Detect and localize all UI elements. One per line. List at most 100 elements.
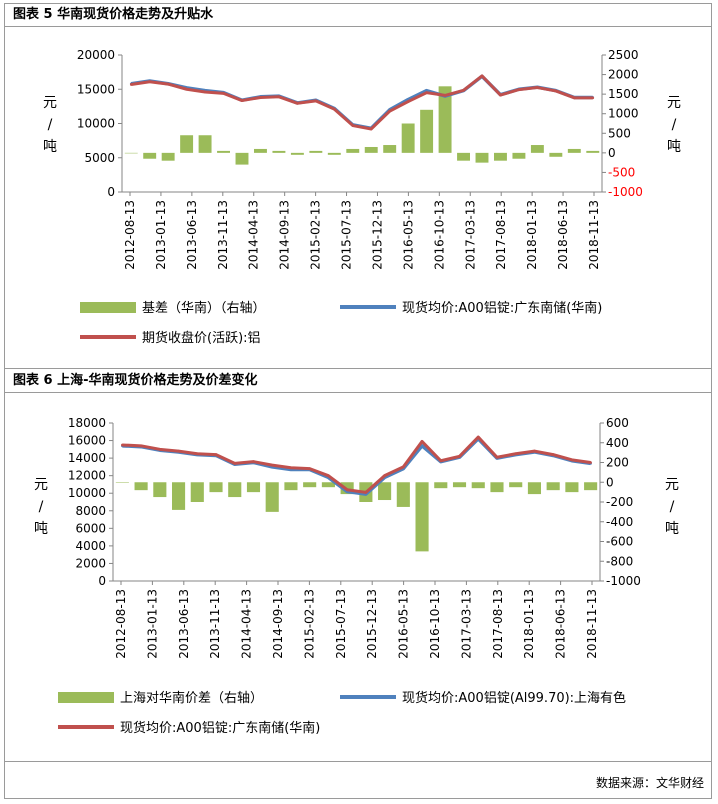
- basis-bar: [209, 482, 223, 493]
- x-axis-tick-label: 2016-10-13: [432, 200, 446, 270]
- left-axis-tick-label: 8000: [75, 504, 106, 518]
- basis-bar: [457, 152, 470, 161]
- left-axis-tick-label: 15000: [77, 82, 115, 96]
- x-axis-tick-label: 2017-08-13: [491, 589, 505, 659]
- x-axis-tick-label: 2015-12-13: [365, 589, 379, 659]
- series-point: [462, 88, 465, 92]
- series-point: [185, 87, 188, 91]
- left-axis-tick-label: 5000: [84, 151, 115, 165]
- series-point: [439, 459, 443, 463]
- right-axis-tick-label: -600: [606, 535, 633, 549]
- x-axis-tick-label: 2018-11-13: [585, 589, 599, 659]
- series-point: [476, 435, 480, 439]
- right-axis-tick-label: 200: [606, 456, 629, 470]
- series-point: [129, 83, 133, 86]
- basis-bar: [346, 148, 360, 153]
- figure-5-title: 图表 5 华南现货价格走势及升贴水: [5, 3, 711, 27]
- series-point: [222, 92, 225, 95]
- source-divider: [5, 761, 711, 762]
- series-point: [533, 449, 536, 453]
- section-divider: [5, 368, 711, 369]
- series-point: [554, 89, 558, 93]
- basis-bar: [217, 150, 230, 153]
- series-point: [369, 127, 373, 131]
- right-axis-tick-label: -1000: [606, 574, 641, 588]
- right-axis-tick-label: -800: [606, 554, 633, 568]
- legend-entry-label: 基差（华南）（右轴）: [142, 300, 266, 316]
- chart-shanghai-huanan-spread: 0200040006000800010000120001400016000180…: [34, 416, 679, 736]
- right-axis-unit-label: /: [672, 117, 677, 133]
- basis-bar: [584, 482, 598, 491]
- basis-bar: [134, 482, 148, 491]
- series-point: [364, 491, 368, 494]
- series-point: [591, 96, 595, 100]
- x-axis-tick-label: 2015-02-13: [309, 200, 323, 270]
- right-axis-unit-label: 吨: [667, 139, 681, 155]
- basis-bar: [512, 152, 526, 159]
- left-axis-tick-label: 16000: [68, 434, 106, 448]
- legend-entry-label: 现货均价:A00铝锭:广东南储(华南): [120, 720, 320, 736]
- basis-bar: [153, 482, 167, 498]
- series-point: [517, 88, 521, 91]
- x-axis-tick-label: 2015-07-13: [340, 200, 354, 270]
- series-point: [495, 455, 499, 459]
- right-axis-tick-label: 1000: [608, 107, 639, 121]
- right-axis-tick-label: -500: [608, 165, 635, 179]
- chart-huanan-spot-basis: 0 5000 10000 15000 20000 -1000 -500 0 500 1000 150…: [43, 48, 681, 346]
- basis-bar: [527, 482, 541, 495]
- basis-bar: [378, 482, 392, 501]
- series-point: [314, 99, 318, 103]
- series-point: [402, 465, 405, 469]
- right-axis-tick-label: 2500: [608, 48, 639, 62]
- right-axis-tick-label: 600: [606, 416, 629, 430]
- x-axis-tick-label: 2018-01-13: [522, 589, 536, 659]
- basis-bar: [567, 148, 581, 153]
- basis-bar: [494, 152, 507, 161]
- x-axis-tick-label: 2016-05-13: [401, 200, 415, 270]
- series-point: [277, 95, 281, 99]
- series-point: [259, 96, 262, 99]
- x-axis-tick-label: 2018-01-13: [525, 200, 539, 270]
- basis-bar: [124, 152, 138, 154]
- series-point: [420, 440, 424, 443]
- series-point: [499, 93, 502, 97]
- basis-bar: [383, 145, 397, 153]
- right-axis-tick-label: -200: [606, 495, 633, 509]
- x-axis-tick-label: 2013-06-13: [177, 589, 191, 659]
- right-axis-tick-label: -400: [606, 515, 633, 529]
- x-axis-tick-label: 2012-08-13: [123, 200, 137, 270]
- right-axis-unit-label: 元: [667, 95, 681, 111]
- basis-bar: [180, 135, 194, 153]
- left-axis-tick-label: 0: [107, 185, 115, 199]
- basis-bar: [290, 152, 304, 155]
- x-axis-tick-label: 2015-07-13: [334, 589, 348, 659]
- series-line-red: [122, 435, 591, 494]
- legend-entry-label: 现货均价:A00铝锭(Al99.70):上海有色: [402, 690, 626, 706]
- right-axis-tick-label: 400: [606, 436, 629, 450]
- basis-bar: [254, 148, 267, 153]
- x-axis-tick-label: 2018-11-13: [587, 200, 601, 270]
- right-axis-unit-label: /: [670, 499, 675, 515]
- basis-bar: [115, 482, 129, 483]
- left-axis-unit-label: /: [39, 499, 44, 515]
- legend-entry-label: 上海对华南价差（右轴）: [120, 690, 263, 706]
- series-point: [270, 463, 274, 467]
- series-point: [308, 467, 311, 470]
- data-source: 数据来源：文华财经: [595, 776, 704, 790]
- basis-bar: [546, 482, 560, 491]
- basis-bar: [235, 152, 249, 165]
- basis-bar: [420, 109, 434, 153]
- right-axis-tick-label: 1500: [608, 87, 639, 101]
- x-axis-tick-label: 2016-10-13: [428, 589, 442, 659]
- basis-bar: [272, 150, 286, 153]
- right-axis-unit-label: 吨: [665, 521, 679, 537]
- basis-bar: [309, 150, 323, 153]
- left-axis-unit-label: 吨: [43, 139, 57, 155]
- basis-bar: [549, 152, 563, 157]
- x-axis-tick-label: 2017-03-13: [463, 200, 477, 270]
- basis-bar: [434, 482, 448, 489]
- legend-swatch-bar: [58, 692, 114, 703]
- left-axis-unit-label: 元: [34, 477, 48, 493]
- series-point: [570, 458, 574, 462]
- basis-bar: [143, 152, 157, 159]
